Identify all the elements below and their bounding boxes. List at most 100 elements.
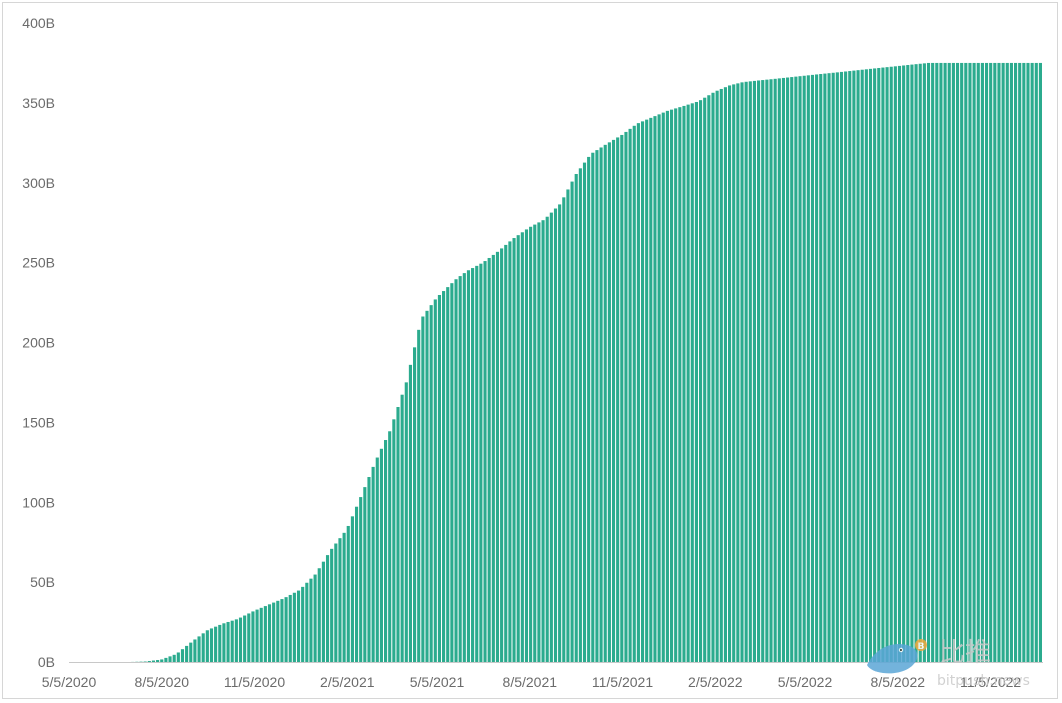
bar: [815, 74, 819, 662]
bar: [624, 131, 628, 662]
bar: [964, 62, 968, 662]
bar: [914, 64, 918, 663]
x-tick-label: 8/5/2020: [135, 674, 190, 690]
bar: [690, 103, 694, 662]
bar: [350, 516, 354, 662]
bar: [682, 105, 686, 663]
bar: [417, 329, 421, 662]
bar: [483, 261, 487, 662]
bar: [678, 107, 682, 663]
bar: [1022, 62, 1026, 662]
bar: [827, 73, 831, 662]
bar: [450, 283, 454, 662]
bar: [777, 78, 781, 662]
bar: [611, 139, 616, 662]
bar: [404, 382, 408, 662]
bar: [881, 67, 885, 662]
bar: [346, 525, 350, 662]
x-tick-label: 2/5/2021: [320, 674, 375, 690]
bar: [665, 110, 669, 663]
bar: [989, 62, 993, 662]
bar: [446, 287, 450, 662]
bar: [317, 568, 321, 662]
bar: [164, 657, 168, 662]
bar: [636, 123, 640, 662]
bar: [541, 220, 545, 662]
bar: [997, 62, 1001, 662]
bar: [524, 229, 529, 663]
bar: [922, 63, 926, 663]
x-tick-label: 5/5/2021: [410, 674, 465, 690]
bar: [400, 394, 404, 662]
bar: [1030, 62, 1034, 662]
bar: [645, 119, 649, 663]
bar: [669, 109, 674, 662]
bar: [379, 448, 383, 662]
bar: [392, 419, 396, 662]
bar: [367, 477, 371, 662]
bar: [259, 607, 263, 662]
bar: [877, 67, 881, 663]
bar: [831, 72, 835, 662]
bar: [819, 74, 823, 662]
bar: [960, 62, 964, 662]
bar: [537, 222, 541, 662]
bar: [1005, 62, 1009, 662]
bar: [740, 82, 744, 663]
bar: [408, 364, 412, 662]
bar: [984, 62, 989, 662]
bar: [321, 561, 325, 662]
bar: [234, 619, 238, 662]
bar: [947, 62, 951, 662]
bar: [545, 216, 549, 662]
bar: [931, 62, 935, 662]
bar: [247, 613, 251, 662]
bar: [773, 78, 777, 662]
bar: [334, 543, 338, 662]
bar: [616, 137, 620, 662]
bar: [180, 649, 185, 662]
bar: [649, 117, 653, 663]
bar: [375, 457, 379, 662]
watermark-en-text: bitpush.news: [937, 673, 1030, 689]
x-tick-label: 5/5/2022: [778, 674, 833, 690]
bar: [715, 90, 719, 662]
bar: [421, 316, 425, 662]
bar: [508, 241, 512, 662]
bar: [993, 62, 997, 662]
bar: [433, 299, 437, 662]
y-tick-label: 50B: [30, 574, 55, 590]
y-tick-label: 400B: [22, 15, 55, 31]
bar: [338, 538, 342, 662]
bar: [222, 623, 226, 662]
bar: [238, 617, 243, 662]
bar: [251, 611, 255, 662]
bar: [292, 592, 296, 662]
bar: [620, 134, 624, 662]
bar: [214, 626, 218, 662]
bar: [566, 189, 570, 662]
bar: [968, 62, 972, 662]
bar: [516, 235, 520, 662]
bar: [844, 71, 848, 663]
y-tick-label: 250B: [22, 255, 55, 271]
y-axis: 0B 50B 100B 150B 200B 250B 300B 350B 400B: [22, 15, 55, 670]
y-tick-label: 0B: [38, 654, 55, 670]
bar: [926, 62, 931, 662]
bar: [1009, 62, 1013, 662]
bar: [591, 152, 595, 662]
y-tick-label: 300B: [22, 175, 55, 191]
bar: [1013, 62, 1018, 662]
bar: [943, 62, 947, 662]
bar: [765, 79, 769, 662]
bar: [864, 69, 868, 663]
bar: [1026, 62, 1030, 662]
bar: [757, 80, 761, 663]
bar: [786, 77, 790, 662]
bar: [657, 114, 661, 663]
x-tick-label: 8/5/2021: [503, 674, 558, 690]
bar: [226, 621, 230, 662]
bar: [185, 645, 189, 662]
bar: [951, 62, 955, 662]
watermark-logo: B 比推 bitpush.news: [867, 638, 1030, 689]
